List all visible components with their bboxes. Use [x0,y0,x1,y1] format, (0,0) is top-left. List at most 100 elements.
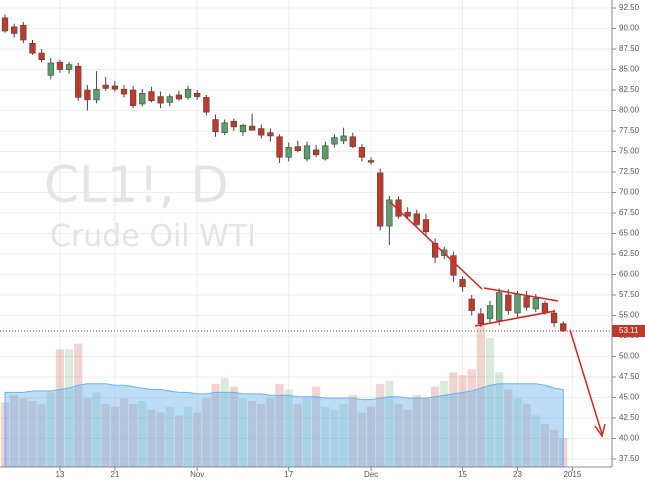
volume-bar [412,395,421,467]
y-tick-label: 47.50 [619,372,640,381]
volume-bar [348,395,357,467]
candle-body [486,305,494,320]
volume-bar [37,403,46,467]
volume-bar [165,406,174,467]
candle-body [56,61,64,70]
volume-bar [403,409,412,467]
candle-body [203,97,210,113]
candle-body [413,213,420,225]
candle-body [148,91,155,101]
volume-bar [449,372,458,467]
x-tick-label: 13 [55,470,64,479]
volume-bar [376,383,385,467]
y-tick-label: 70.00 [619,188,640,197]
annotations [389,201,606,438]
candle-body [322,145,329,160]
y-tick-label: 57.50 [619,290,640,299]
y-tick-label: 82.50 [619,85,640,94]
volume-bar [92,392,101,467]
candle-body [541,302,549,314]
candle-body [267,132,274,137]
volume-bar [74,343,83,467]
candle-body [65,64,73,70]
volume-bar [10,395,19,467]
volume-bar [138,401,147,467]
volume-bar [266,398,275,467]
volume-bar [394,403,403,467]
volume-bar [458,375,467,467]
y-tick-label: 90.00 [619,24,640,33]
last-price-box [612,324,645,337]
x-tick-label: Dec [364,470,378,479]
volume-bar [229,386,238,467]
candle-body [166,96,173,103]
candle-body [477,313,485,324]
candle-body [550,312,558,324]
volume-bar [293,403,302,467]
volume-bar [147,409,156,467]
candle-body [340,135,347,142]
volume-ma-area [4,383,564,468]
volume-bar [522,403,531,467]
watermark-symbol: CL1!, D [44,156,229,214]
volume-bar [421,398,431,467]
volume-bar [504,389,513,467]
volume-bar [513,398,522,467]
y-tick-label: 75.00 [619,147,640,156]
x-tick-label: 2015 [563,470,581,479]
candle-body [1,17,9,32]
volume-bar [110,406,119,467]
y-tick-label: 65.00 [619,229,640,238]
x-tick-label: 23 [513,470,522,479]
candle-body [560,323,567,332]
grid [0,0,612,467]
candle-body [194,93,201,97]
candle-body [38,52,45,60]
volume-bar [101,403,110,467]
candle-body [358,147,366,158]
volume-bar [211,383,220,467]
candle-body [120,88,128,95]
x-tick-label: Nov [190,470,204,479]
candle-body [157,96,164,104]
candle-body [422,219,430,233]
volume-bar [193,412,202,467]
volume-bar [220,378,229,467]
arrow-line [569,329,603,435]
candle-body [303,145,311,160]
candle-body [294,146,301,151]
candle-body [111,85,118,90]
candle-body [349,136,356,147]
volume-pane [0,323,568,468]
candle-body [367,160,375,163]
volume-bar [55,349,65,467]
candle-body [331,137,338,145]
candle-body [505,294,512,311]
y-tick-label: 67.50 [619,208,640,217]
volume-bar [238,398,248,467]
triangle-lower [474,310,556,327]
candle-body [285,147,292,158]
candle-body [459,279,466,288]
volume-bar [339,403,348,467]
volume-bar [549,429,559,467]
candle-body [139,93,146,105]
volume-bar [129,403,138,467]
volume-bar [430,386,440,467]
y-tick-label: 62.50 [619,249,640,258]
volume-bar [540,423,550,467]
volume-bar [46,392,55,467]
y-tick-label: 80.00 [619,106,640,115]
candles [1,14,567,332]
candle-body [230,120,237,128]
volume-bar [64,349,74,467]
x-tick-label: 15 [458,470,467,479]
candle-body [276,136,283,158]
candle-body [75,65,82,98]
candle-body [239,124,247,133]
volume-bar [247,401,257,467]
y-tick-label: 72.50 [619,167,640,176]
y-tick-label: 55.00 [619,311,640,320]
y-tick-label: 50.00 [619,352,640,361]
y-tick-label: 42.50 [619,413,640,422]
